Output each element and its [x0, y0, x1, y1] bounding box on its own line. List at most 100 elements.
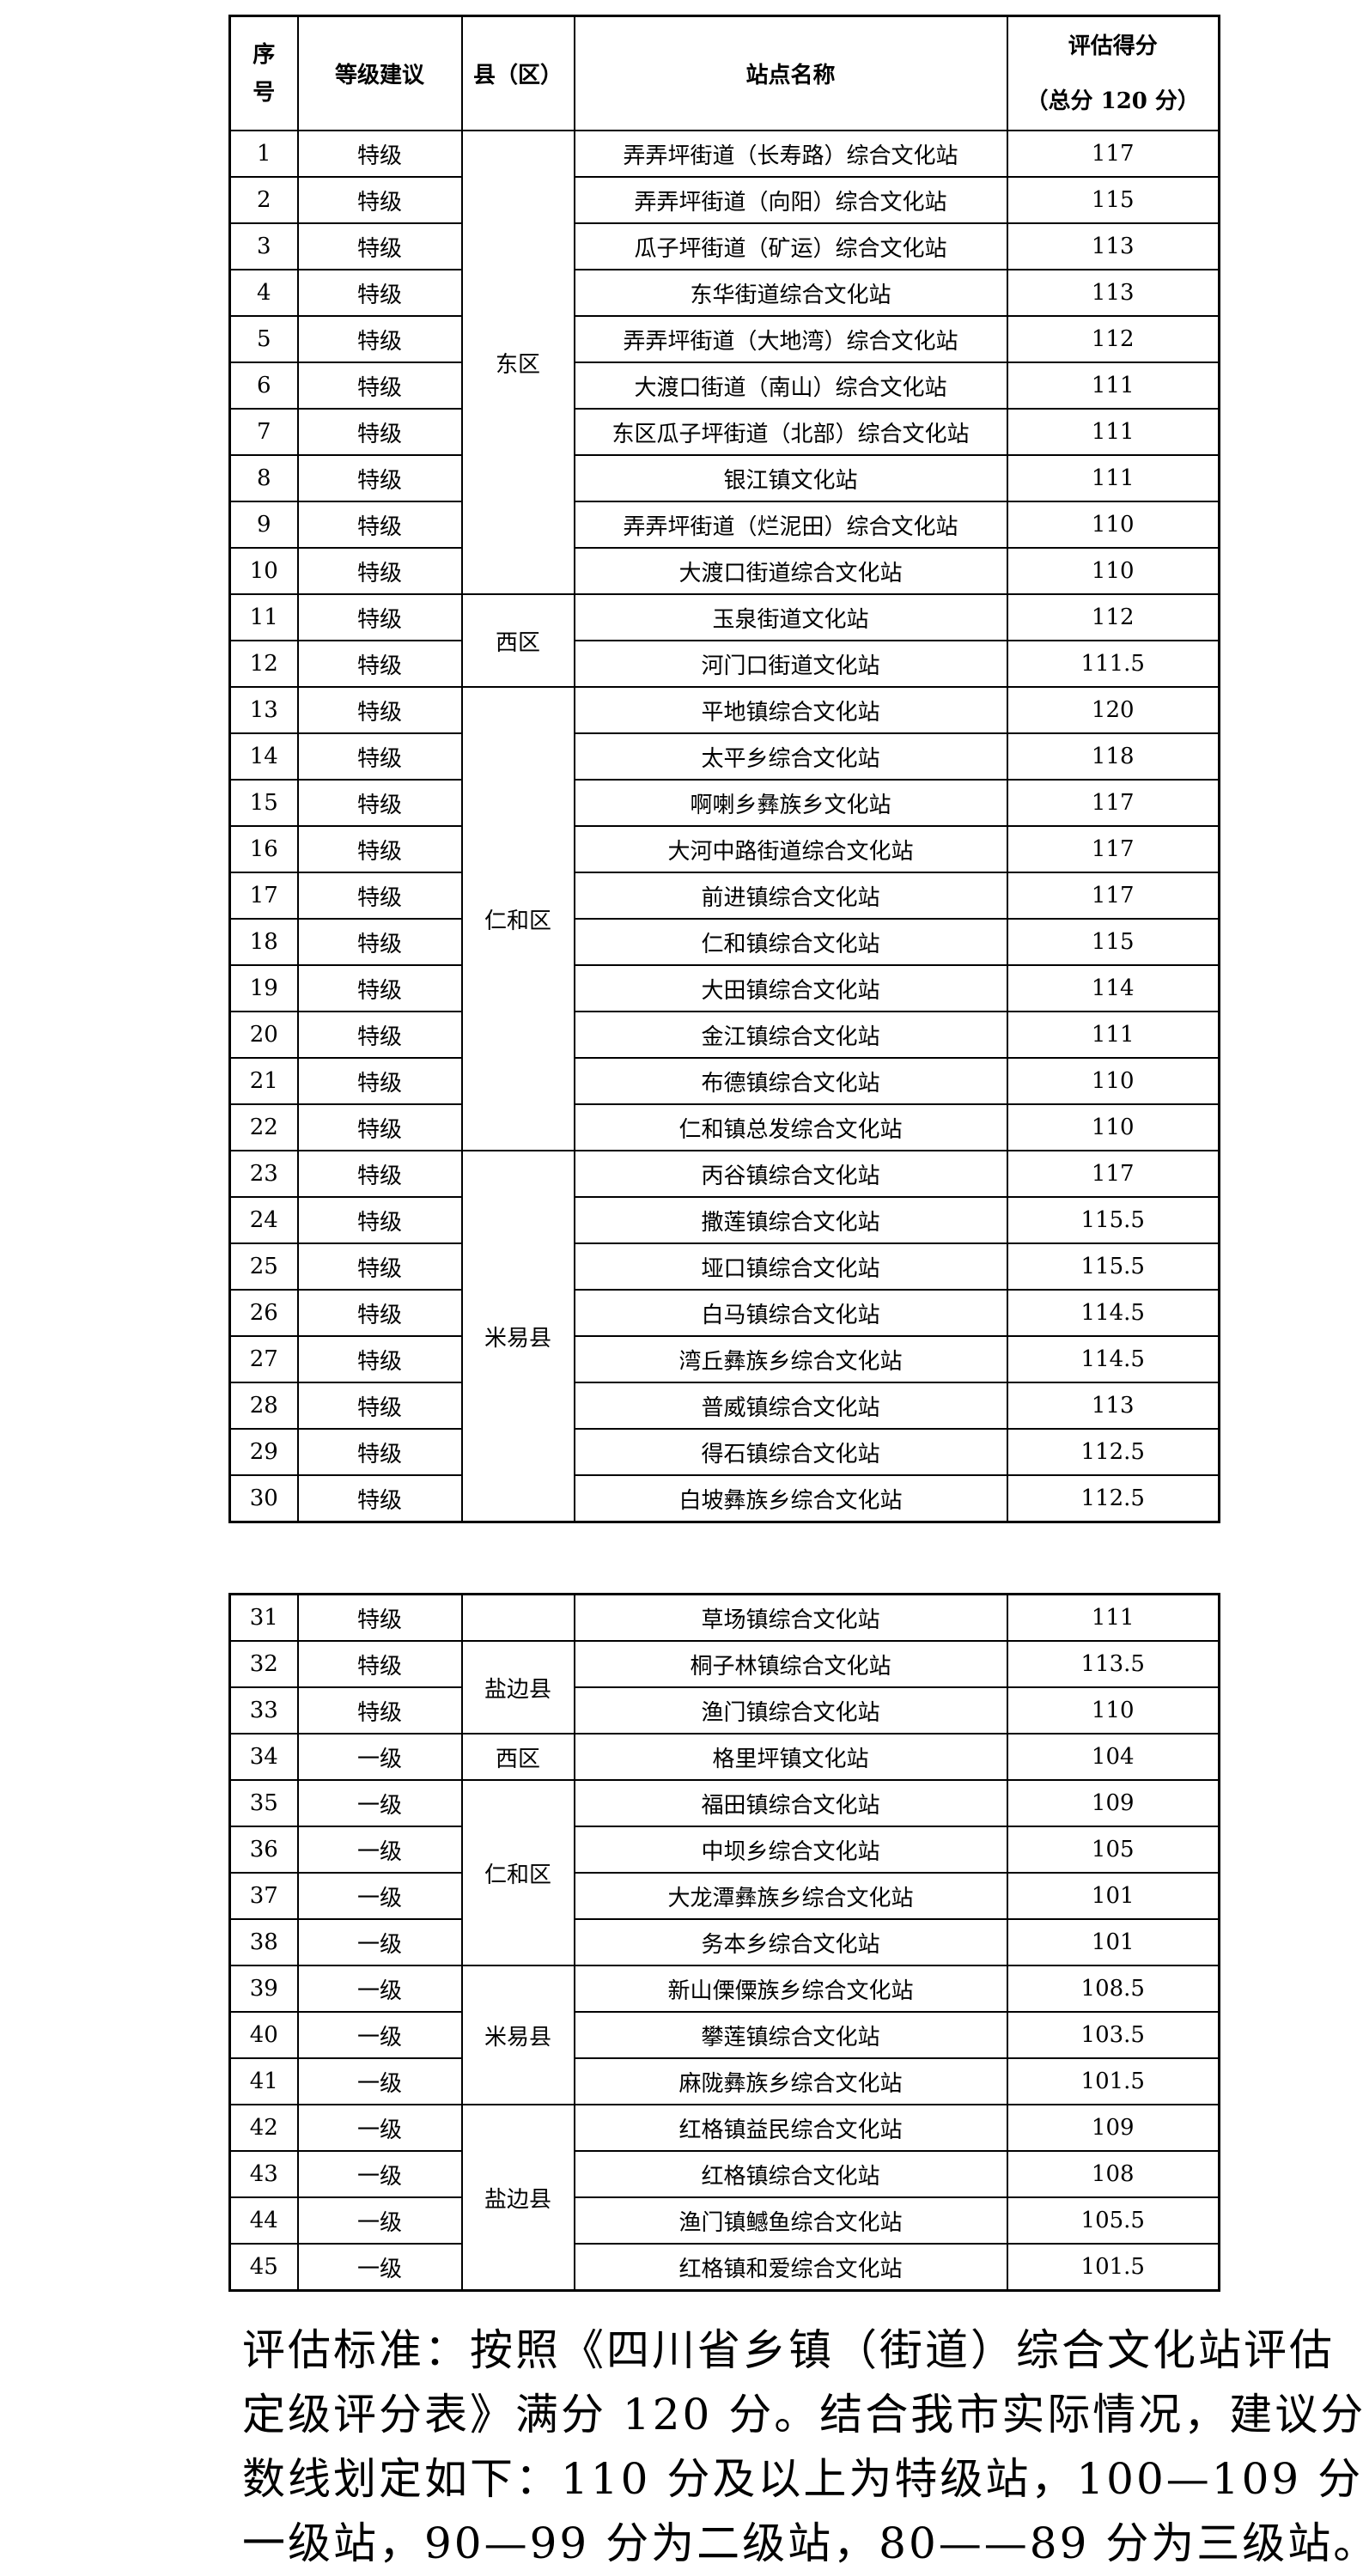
table-row: 26 特级 白马镇综合文化站 114.5	[228, 1289, 1220, 1337]
grade-cell: 一级	[296, 1826, 463, 1874]
station-name-cell: 仁和镇总发综合文化站	[573, 1103, 1008, 1151]
grade-cell: 特级	[296, 593, 463, 641]
score-cell: 110	[1006, 1057, 1220, 1105]
seq-cell: 13	[228, 686, 299, 734]
station-rating-table-continued: 31 特级 草场镇综合文化站 111 32 特级 盐边县 桐子林镇综合文化站 113.5 33 特级…	[228, 1593, 1220, 2292]
table-row: 3 特级 瓜子坪街道（矿运）综合文化站 113	[228, 222, 1220, 270]
station-name-cell: 金江镇综合文化站	[573, 1011, 1008, 1059]
station-name-cell: 弄弄坪街道（向阳）综合文化站	[573, 176, 1008, 224]
seq-cell: 11	[228, 593, 299, 641]
table-row: 45 一级 红格镇和爱综合文化站 101.5	[228, 2243, 1220, 2292]
grade-cell: 特级	[296, 1474, 463, 1523]
grade-cell: 特级	[296, 501, 463, 549]
evaluation-criteria-note: 评估标准：按照《四川省乡镇（街道）综合文化站评估 定级评分表》满分 120 分。…	[242, 2318, 1363, 2576]
seq-cell: 17	[228, 872, 299, 920]
table-row: 23 特级 米易县 丙谷镇综合文化站 117	[228, 1150, 1220, 1523]
station-name-cell: 格里坪镇文化站	[573, 1733, 1008, 1781]
station-name-cell: 攀莲镇综合文化站	[573, 2011, 1008, 2059]
seq-cell: 34	[228, 1733, 299, 1781]
header-county: 县（区）	[460, 15, 575, 131]
grade-cell: 特级	[296, 732, 463, 781]
grade-cell: 一级	[296, 2104, 463, 2152]
seq-cell: 28	[228, 1382, 299, 1430]
header-seq-line1: 序	[253, 41, 276, 68]
seq-cell: 23	[228, 1150, 299, 1198]
grade-cell: 特级	[296, 918, 463, 966]
grade-cell: 一级	[296, 1965, 463, 2013]
grade-cell: 一级	[296, 1779, 463, 1827]
station-name-cell: 弄弄坪街道（长寿路）综合文化站	[573, 130, 1008, 178]
score-cell: 110	[1006, 547, 1220, 595]
station-name-cell: 普威镇综合文化站	[573, 1382, 1008, 1430]
grade-cell: 特级	[296, 1335, 463, 1383]
seq-cell: 1	[228, 130, 299, 178]
score-cell: 115	[1006, 176, 1220, 224]
grade-cell: 特级	[296, 1640, 463, 1688]
station-name-cell: 大龙潭彝族乡综合文化站	[573, 1872, 1008, 1920]
seq-cell: 39	[228, 1965, 299, 2013]
table-row: 35 一级 仁和区 福田镇综合文化站 109	[228, 1779, 1220, 1966]
score-cell: 117	[1006, 825, 1220, 873]
station-name-cell: 弄弄坪街道（大地湾）综合文化站	[573, 315, 1008, 363]
seq-cell: 3	[228, 222, 299, 270]
score-cell: 111	[1006, 1593, 1220, 1642]
score-cell: 112	[1006, 593, 1220, 641]
station-name-cell: 渔门镇综合文化站	[573, 1686, 1008, 1735]
station-name-cell: 太平乡综合文化站	[573, 732, 1008, 781]
seq-cell: 31	[228, 1593, 299, 1642]
score-cell: 113.5	[1006, 1640, 1220, 1688]
grade-cell: 特级	[296, 1686, 463, 1735]
seq-cell: 27	[228, 1335, 299, 1383]
station-name-cell: 垭口镇综合文化站	[573, 1242, 1008, 1291]
score-cell: 101.5	[1006, 2057, 1220, 2105]
station-name-cell: 河门口街道文化站	[573, 640, 1008, 688]
table-row: 32 特级 盐边县 桐子林镇综合文化站 113.5	[228, 1640, 1220, 1735]
header-seq: 序号	[228, 15, 299, 131]
seq-cell: 18	[228, 918, 299, 966]
score-cell: 113	[1006, 1382, 1220, 1430]
station-name-cell: 布德镇综合文化站	[573, 1057, 1008, 1105]
county-cell: 米易县	[460, 1965, 575, 2105]
seq-cell: 37	[228, 1872, 299, 1920]
score-cell: 101	[1006, 1918, 1220, 1966]
county-cell: 西区	[460, 1733, 575, 1781]
table-row: 19 特级 大田镇综合文化站 114	[228, 964, 1220, 1012]
seq-cell: 5	[228, 315, 299, 363]
seq-cell: 8	[228, 454, 299, 502]
table-row: 4 特级 东华街道综合文化站 113	[228, 269, 1220, 317]
header-grade: 等级建议	[296, 15, 463, 131]
seq-cell: 30	[228, 1474, 299, 1523]
table-row: 31 特级 草场镇综合文化站 111	[228, 1593, 1220, 1642]
score-cell: 111	[1006, 1011, 1220, 1059]
score-cell: 115.5	[1006, 1196, 1220, 1244]
table-row: 43 一级 红格镇综合文化站 108	[228, 2150, 1220, 2198]
table-row: 2 特级 弄弄坪街道（向阳）综合文化站 115	[228, 176, 1220, 224]
station-name-cell: 大渡口街道综合文化站	[573, 547, 1008, 595]
grade-cell: 一级	[296, 2057, 463, 2105]
score-cell: 111	[1006, 454, 1220, 502]
score-cell: 108	[1006, 2150, 1220, 2198]
station-name-cell: 白坡彝族乡综合文化站	[573, 1474, 1008, 1523]
table-row: 13 特级 仁和区 平地镇综合文化站 120	[228, 686, 1220, 1151]
grade-cell: 特级	[296, 872, 463, 920]
table-row: 27 特级 湾丘彝族乡综合文化站 114.5	[228, 1335, 1220, 1383]
seq-cell: 25	[228, 1242, 299, 1291]
seq-cell: 45	[228, 2243, 299, 2292]
table-row: 5 特级 弄弄坪街道（大地湾）综合文化站 112	[228, 315, 1220, 363]
header-score-line2: （总分 120 分）	[1025, 88, 1200, 114]
score-cell: 111	[1006, 408, 1220, 456]
score-cell: 109	[1006, 1779, 1220, 1827]
table-row: 20 特级 金江镇综合文化站 111	[228, 1011, 1220, 1059]
table-row: 8 特级 银江镇文化站 111	[228, 454, 1220, 502]
seq-cell: 22	[228, 1103, 299, 1151]
seq-cell: 44	[228, 2196, 299, 2245]
table-row: 9 特级 弄弄坪街道（烂泥田）综合文化站 110	[228, 501, 1220, 549]
table-row: 38 一级 务本乡综合文化站 101	[228, 1918, 1220, 1966]
score-cell: 109	[1006, 2104, 1220, 2152]
table-row: 30 特级 白坡彝族乡综合文化站 112.5	[228, 1474, 1220, 1523]
seq-cell: 6	[228, 361, 299, 410]
seq-cell: 38	[228, 1918, 299, 1966]
table-row: 34 一级 西区 格里坪镇文化站 104	[228, 1733, 1220, 1781]
grade-cell: 特级	[296, 1593, 463, 1642]
table-row: 25 特级 垭口镇综合文化站 115.5	[228, 1242, 1220, 1291]
